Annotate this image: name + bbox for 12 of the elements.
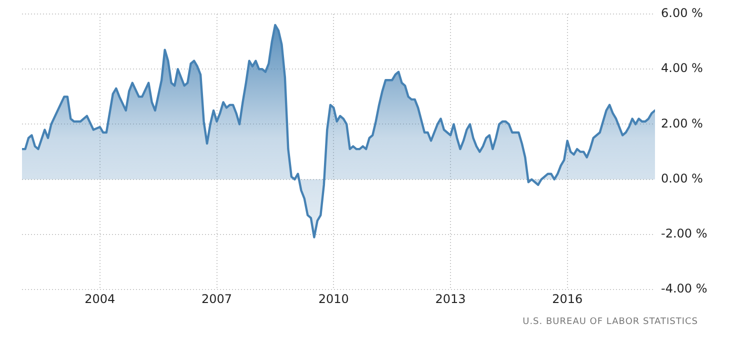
x-tick-label: 2007	[201, 292, 232, 306]
y-tick-label: -4.00 %	[661, 282, 708, 296]
y-tick-label: 2.00 %	[661, 116, 703, 130]
x-tick-label: 2010	[318, 292, 349, 306]
y-tick-label: 4.00 %	[661, 61, 703, 76]
x-tick-label: 2004	[84, 292, 116, 306]
x-tick-label: 2016	[552, 292, 583, 306]
x-tick-label: 2013	[435, 292, 466, 306]
y-tick-label: -2.00 %	[661, 226, 708, 241]
text: U.S. BUREAU OF LABOR STATISTICS	[522, 317, 698, 327]
y-tick-label: 0.00 %	[661, 171, 703, 186]
y-tick-label: 6.00 %	[661, 6, 703, 20]
